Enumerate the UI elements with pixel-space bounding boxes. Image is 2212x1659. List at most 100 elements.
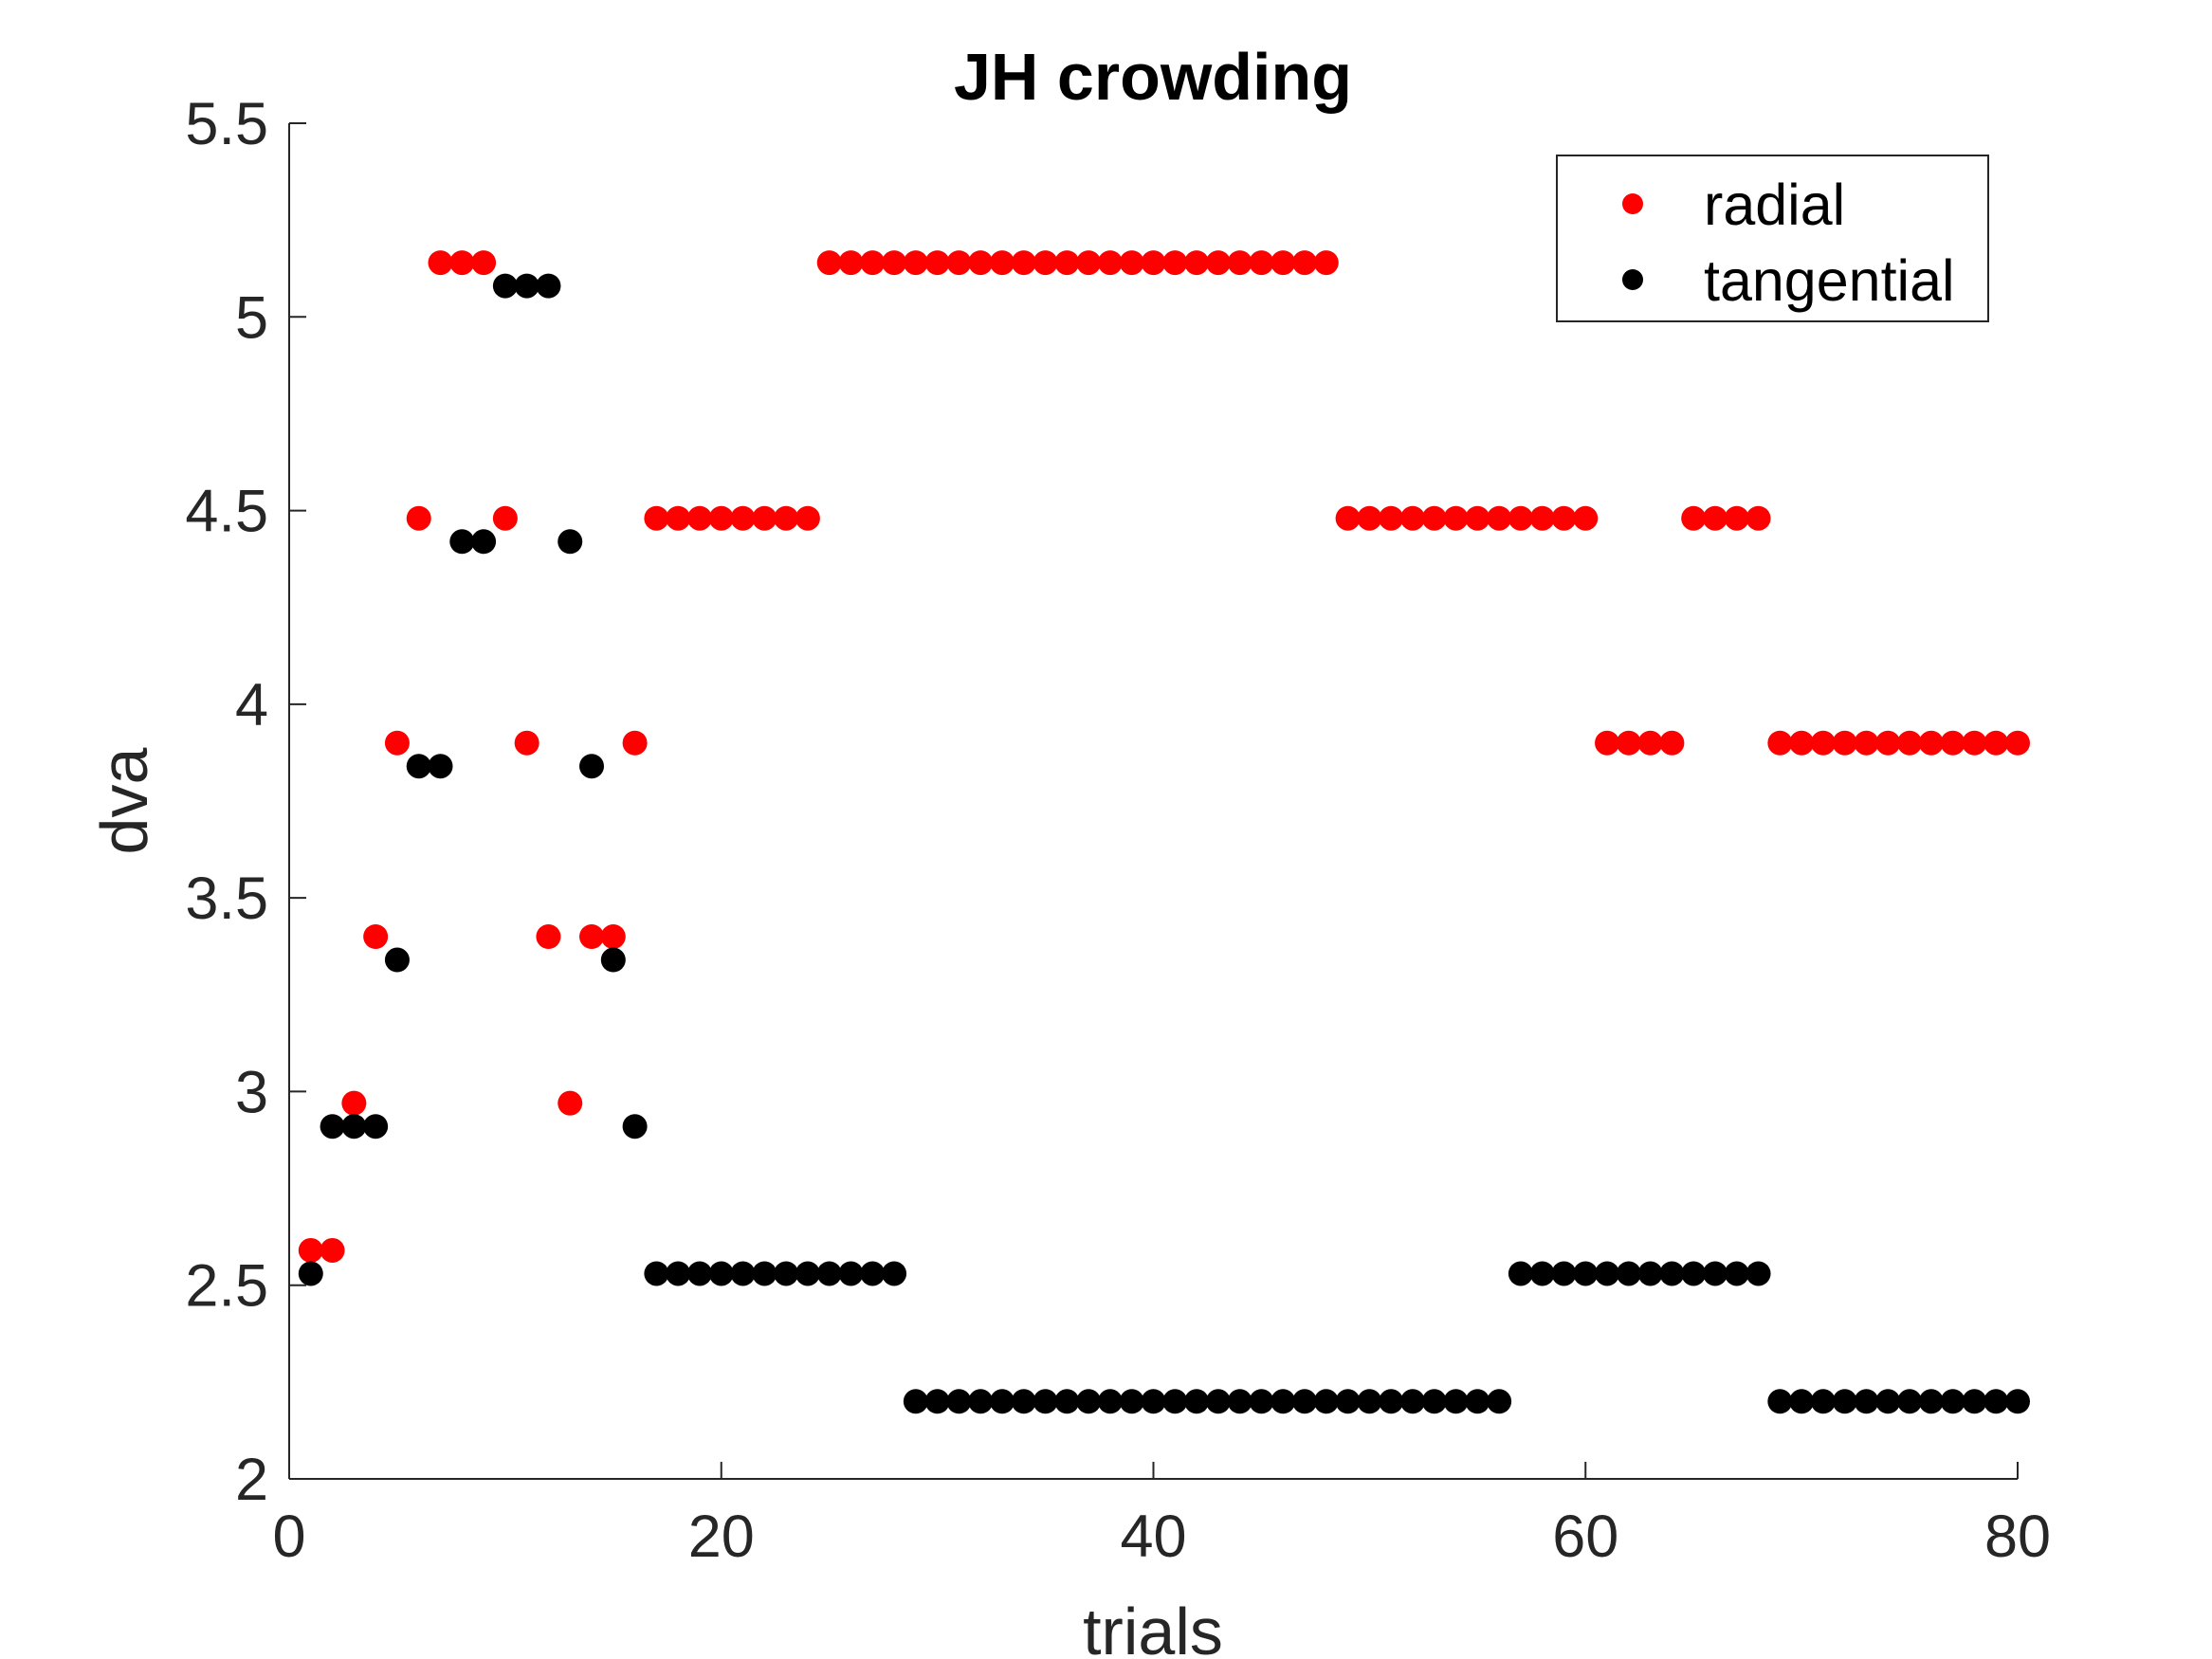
data-point-tangential: [1357, 1389, 1382, 1414]
data-point-radial: [1637, 730, 1663, 756]
data-point-tangential: [1983, 1389, 2009, 1414]
x-axis-label: trials: [1083, 1595, 1223, 1659]
data-point-tangential: [2005, 1389, 2030, 1414]
data-point-radial: [536, 924, 561, 949]
data-point-tangential: [1746, 1261, 1771, 1286]
data-point-radial: [471, 250, 497, 276]
data-point-radial: [449, 250, 475, 276]
data-point-radial: [1789, 730, 1815, 756]
data-point-tangential: [1767, 1389, 1793, 1414]
data-point-radial: [924, 250, 950, 276]
data-point-radial: [384, 730, 410, 756]
data-point-tangential: [1551, 1261, 1577, 1286]
legend-box: [1556, 155, 1989, 322]
y-tick-label: 3.5: [185, 866, 268, 932]
data-point-tangential: [1119, 1389, 1144, 1414]
y-tick-label: 3: [235, 1059, 268, 1125]
data-point-radial: [1854, 730, 1879, 756]
data-point-tangential: [471, 529, 497, 555]
data-point-tangential: [644, 1261, 669, 1286]
data-point-radial: [1227, 250, 1252, 276]
data-point-tangential: [1011, 1389, 1036, 1414]
data-point-tangential: [1379, 1389, 1404, 1414]
data-point-radial: [1249, 250, 1274, 276]
data-point-tangential: [1595, 1261, 1620, 1286]
data-point-tangential: [1292, 1389, 1318, 1414]
data-point-radial: [774, 505, 799, 531]
data-point-radial: [1465, 505, 1490, 531]
data-point-tangential: [1421, 1389, 1447, 1414]
data-point-tangential: [1313, 1389, 1339, 1414]
data-point-radial: [1875, 730, 1901, 756]
data-point-tangential: [1918, 1389, 1944, 1414]
x-tick-label: 60: [1552, 1504, 1618, 1570]
data-point-radial: [492, 505, 518, 531]
data-point-radial: [1271, 250, 1296, 276]
data-point-tangential: [1529, 1261, 1555, 1286]
data-point-radial: [1659, 730, 1685, 756]
data-point-radial: [320, 1237, 345, 1263]
data-point-tangential: [1962, 1389, 1987, 1414]
data-point-radial: [1162, 250, 1188, 276]
data-point-tangential: [622, 1114, 648, 1139]
data-point-radial: [428, 250, 453, 276]
data-point-tangential: [428, 754, 453, 779]
data-point-radial: [1962, 730, 1987, 756]
data-point-radial: [903, 250, 928, 276]
data-point-tangential: [1789, 1389, 1815, 1414]
data-point-tangential: [558, 529, 583, 555]
data-point-radial: [341, 1090, 367, 1116]
data-point-tangential: [1681, 1261, 1707, 1286]
data-point-radial: [1097, 250, 1123, 276]
data-point-radial: [795, 505, 820, 531]
data-point-radial: [1767, 730, 1793, 756]
data-point-radial: [2005, 730, 2030, 756]
data-point-radial: [1487, 505, 1512, 531]
data-point-radial: [752, 505, 777, 531]
data-point-tangential: [1443, 1389, 1469, 1414]
data-point-radial: [1184, 250, 1210, 276]
data-point-radial: [1918, 730, 1944, 756]
data-point-radial: [1033, 250, 1058, 276]
data-point-tangential: [406, 754, 431, 779]
data-point-radial: [1897, 730, 1923, 756]
y-tick-label: 5: [235, 284, 268, 351]
x-tick-label: 0: [272, 1504, 305, 1570]
data-point-radial: [989, 250, 1015, 276]
data-point-tangential: [860, 1261, 886, 1286]
data-point-radial: [1616, 730, 1641, 756]
x-tick-label: 80: [1984, 1504, 2051, 1570]
data-point-tangential: [1875, 1389, 1901, 1414]
data-point-tangential: [968, 1389, 994, 1414]
data-point-tangential: [686, 1261, 712, 1286]
data-point-tangential: [1076, 1389, 1102, 1414]
data-point-tangential: [1097, 1389, 1123, 1414]
y-tick-label: 2.5: [185, 1253, 268, 1320]
data-point-radial: [816, 250, 842, 276]
data-point-tangential: [1487, 1389, 1512, 1414]
data-point-tangential: [708, 1261, 734, 1286]
data-point-radial: [1573, 505, 1599, 531]
data-point-tangential: [514, 273, 539, 299]
data-point-radial: [838, 250, 864, 276]
data-point-tangential: [384, 947, 410, 973]
data-point-tangential: [320, 1114, 345, 1139]
data-point-radial: [514, 730, 539, 756]
data-point-tangential: [1832, 1389, 1857, 1414]
data-point-tangential: [1399, 1389, 1425, 1414]
data-point-radial: [1399, 505, 1425, 531]
data-point-tangential: [298, 1261, 323, 1286]
data-point-tangential: [1573, 1261, 1599, 1286]
data-point-tangential: [1205, 1389, 1231, 1414]
y-tick-label: 4: [235, 672, 268, 738]
data-point-radial: [558, 1090, 583, 1116]
legend: radial tangential: [1556, 155, 1989, 322]
data-point-radial: [1313, 250, 1339, 276]
axes-layer: 0 20 40 60 80 2 2.5 3 3.5 4 4.5 5 5.5: [185, 91, 2051, 1570]
data-point-tangential: [1897, 1389, 1923, 1414]
data-point-radial: [1551, 505, 1577, 531]
data-point-radial: [298, 1237, 323, 1263]
data-point-tangential: [838, 1261, 864, 1286]
data-point-tangential: [1637, 1261, 1663, 1286]
